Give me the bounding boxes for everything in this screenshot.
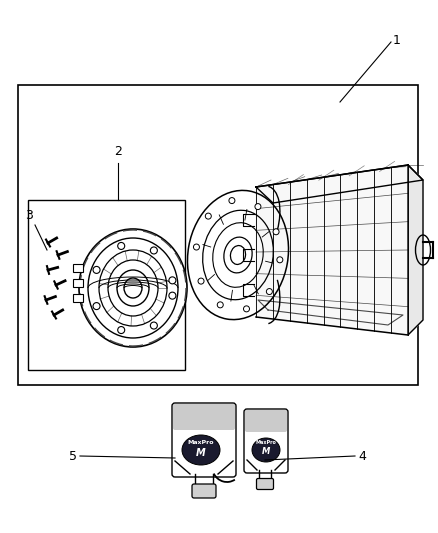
Text: 1: 1 (393, 34, 401, 46)
Text: 2: 2 (114, 145, 122, 158)
Circle shape (198, 278, 204, 284)
Circle shape (150, 322, 157, 329)
FancyBboxPatch shape (257, 479, 273, 489)
Circle shape (150, 247, 157, 254)
FancyBboxPatch shape (245, 410, 287, 432)
Circle shape (273, 229, 279, 235)
Ellipse shape (230, 246, 246, 264)
Polygon shape (256, 165, 408, 335)
Circle shape (255, 204, 261, 209)
Circle shape (169, 292, 176, 299)
FancyBboxPatch shape (192, 484, 216, 498)
FancyBboxPatch shape (173, 404, 235, 430)
Ellipse shape (88, 238, 178, 338)
Polygon shape (256, 165, 423, 203)
Ellipse shape (79, 229, 187, 347)
Ellipse shape (108, 260, 158, 316)
Circle shape (169, 277, 176, 284)
Circle shape (266, 288, 272, 295)
Bar (73, 294, 83, 302)
Bar (28, 200, 185, 370)
Text: 5: 5 (69, 449, 77, 463)
Bar (73, 279, 83, 287)
Text: M: M (262, 448, 270, 456)
FancyBboxPatch shape (244, 409, 288, 473)
Circle shape (118, 243, 125, 249)
Circle shape (93, 303, 100, 310)
Ellipse shape (99, 250, 167, 326)
Text: M: M (196, 448, 206, 458)
Polygon shape (247, 458, 285, 470)
Circle shape (205, 213, 211, 219)
Polygon shape (175, 461, 233, 474)
Bar (73, 264, 83, 272)
FancyBboxPatch shape (172, 403, 236, 477)
Ellipse shape (252, 438, 280, 462)
Circle shape (217, 302, 223, 308)
Text: 3: 3 (25, 209, 33, 222)
Circle shape (118, 327, 125, 334)
Circle shape (93, 266, 100, 273)
Circle shape (277, 257, 283, 263)
Ellipse shape (117, 270, 149, 306)
Text: 4: 4 (358, 449, 366, 463)
Text: MaxPro: MaxPro (188, 440, 214, 445)
Text: MaxPro: MaxPro (255, 440, 276, 445)
Ellipse shape (182, 435, 220, 465)
Ellipse shape (124, 278, 142, 298)
Circle shape (229, 198, 235, 204)
Circle shape (194, 244, 199, 250)
Bar (18, 85, 418, 385)
Circle shape (244, 306, 250, 312)
Polygon shape (408, 165, 423, 335)
